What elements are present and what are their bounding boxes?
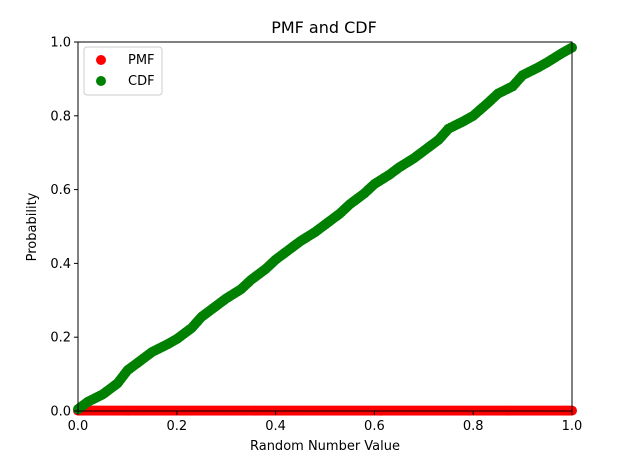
y-axis-label: Probability (25, 192, 40, 261)
y-tick-label: 0.2 (50, 331, 71, 346)
y-tick-label: 0.0 (50, 405, 71, 420)
legend-marker-cdf (96, 76, 106, 86)
legend-marker-pmf (96, 55, 106, 65)
axes-frame (77, 41, 573, 412)
legend: PMF CDF (83, 46, 163, 96)
y-tick-label: 1.0 (50, 36, 71, 51)
x-axis-label: Random Number Value (250, 439, 400, 454)
y-tick-label: 0.4 (50, 257, 71, 272)
x-tick-label: 1.0 (562, 419, 583, 434)
chart-title: PMF and CDF (271, 18, 377, 37)
legend-label-cdf: CDF (128, 74, 155, 89)
x-tick-label: 0.4 (265, 419, 286, 434)
x-axis-ticks: 0.0 0.2 0.4 0.6 0.8 1.0 (68, 411, 583, 434)
y-tick-label: 0.8 (50, 109, 71, 124)
x-tick-label: 0.2 (166, 419, 187, 434)
x-tick-label: 0.6 (364, 419, 385, 434)
y-axis-ticks: 0.0 0.2 0.4 0.6 0.8 1.0 (50, 36, 78, 420)
x-tick-label: 0.8 (463, 419, 484, 434)
y-tick-label: 0.6 (50, 183, 71, 198)
x-tick-label: 0.0 (68, 419, 89, 434)
legend-label-pmf: PMF (128, 53, 155, 68)
cdf-series (73, 42, 577, 415)
